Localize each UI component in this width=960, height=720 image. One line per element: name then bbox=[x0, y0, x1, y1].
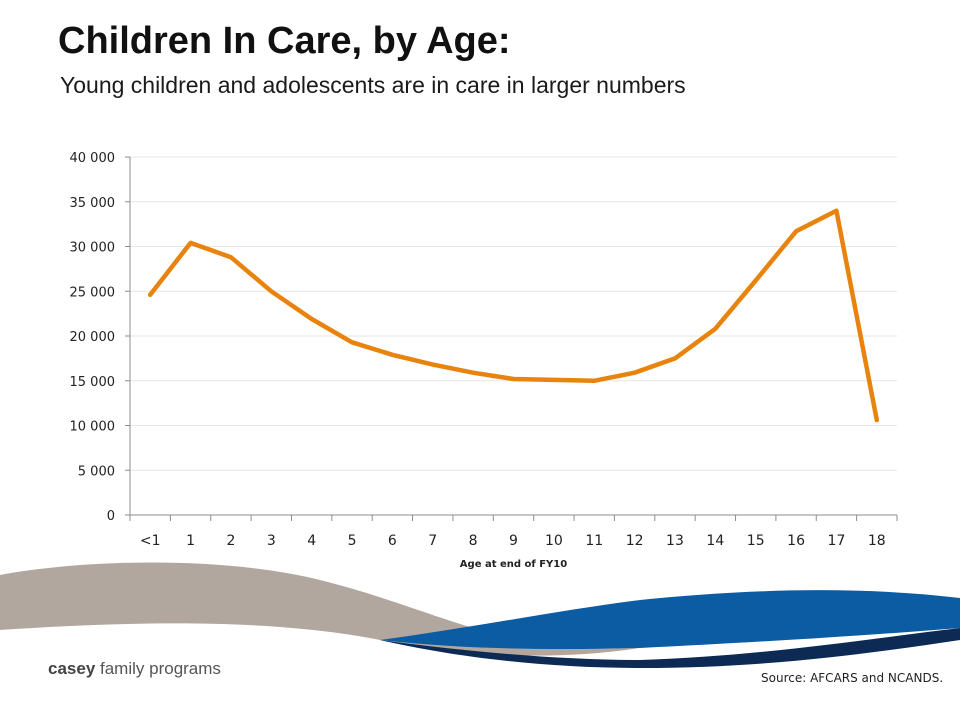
x-tick-label: 3 bbox=[267, 533, 276, 549]
x-axis-label: Age at end of FY10 bbox=[460, 559, 567, 570]
x-tick-label: 12 bbox=[626, 533, 644, 549]
y-tick-label: 25 000 bbox=[70, 285, 116, 300]
wave-navy bbox=[380, 628, 960, 668]
x-tick-label: 2 bbox=[226, 533, 235, 549]
x-tick-label: 11 bbox=[585, 533, 603, 549]
x-tick-labels: <1 1 2 3 4 5 6 7 8 9 10 11 12 13 14 15 16 17 18 bbox=[140, 533, 886, 549]
casey-logo: casey family programs bbox=[48, 659, 221, 678]
wave-blue bbox=[380, 590, 960, 650]
y-tick-labels: 0 5 000 10 000 15 000 20 000 25 000 30 000 35 0… bbox=[70, 151, 116, 524]
x-tick-label: 6 bbox=[388, 533, 397, 549]
x-tick-label: 1 bbox=[186, 533, 195, 549]
series-lines bbox=[147, 208, 880, 423]
x-tick-label: 13 bbox=[666, 533, 684, 549]
x-tick-label: 7 bbox=[428, 533, 437, 549]
y-tick-label: 5 000 bbox=[78, 464, 115, 479]
y-tick-label: 30 000 bbox=[70, 241, 116, 256]
page-title: Children In Care, by Age: bbox=[58, 20, 511, 62]
y-tick-label: 40 000 bbox=[70, 151, 116, 166]
y-tick-label: 20 000 bbox=[70, 330, 116, 345]
x-tick-label: 16 bbox=[787, 533, 805, 549]
x-tick-label: 4 bbox=[307, 533, 316, 549]
y-tick-label: 15 000 bbox=[70, 375, 116, 390]
x-tick-label: 15 bbox=[747, 533, 765, 549]
page-subtitle: Young children and adolescents are in ca… bbox=[60, 72, 686, 98]
x-tick-label: 8 bbox=[469, 533, 478, 549]
series-line bbox=[147, 208, 880, 423]
x-tick-label: 17 bbox=[828, 533, 846, 549]
y-tick-label: 10 000 bbox=[70, 420, 116, 435]
x-tick-label: 18 bbox=[868, 533, 886, 549]
source-note: Source: AFCARS and NCANDS. bbox=[761, 671, 944, 685]
x-tick-label: <1 bbox=[140, 533, 161, 549]
x-tick-label: 14 bbox=[706, 533, 724, 549]
y-tick-label: 0 bbox=[107, 509, 115, 524]
x-tick-label: 5 bbox=[348, 533, 357, 549]
x-tick-label: 9 bbox=[509, 533, 518, 549]
y-tick-label: 35 000 bbox=[70, 196, 116, 211]
axes bbox=[125, 156, 898, 521]
x-tick-label: 10 bbox=[545, 533, 563, 549]
